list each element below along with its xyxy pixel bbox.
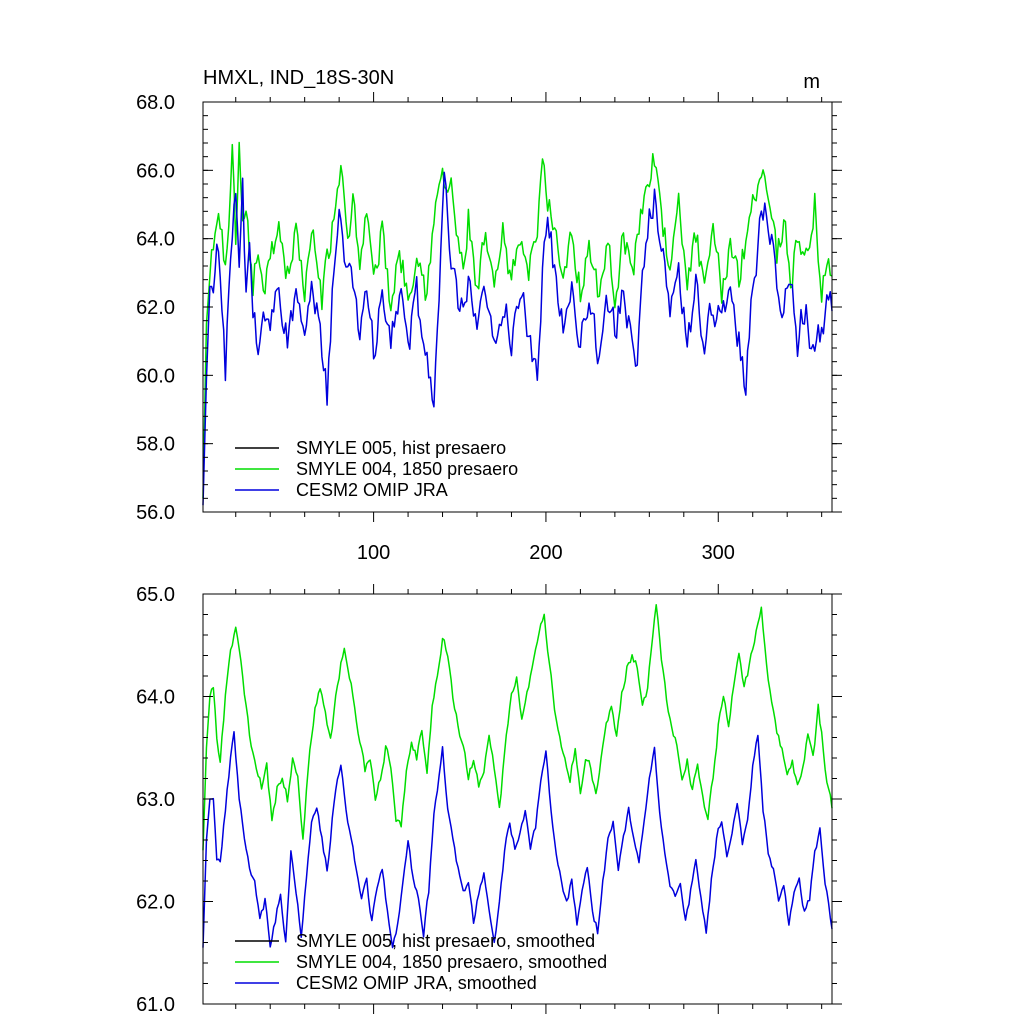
y-tick-label: 64.0 [136, 687, 175, 709]
y-tick-label: 64.0 [136, 229, 175, 251]
y-tick-label: 66.0 [136, 160, 175, 182]
y-tick-label: 62.0 [136, 297, 175, 319]
series-line-1 [202, 141, 833, 499]
y-tick-label: 62.0 [136, 892, 175, 914]
x-tick-label: 300 [702, 542, 735, 564]
x-tick-label: 200 [529, 542, 562, 564]
bottom-panel: 61.0 62.0 63.0 64.0 65.0 SMYLE 005, hist pre… [136, 584, 842, 1016]
x-tick-label: 100 [357, 542, 390, 564]
legend-label: SMYLE 004, 1850 presaero, smoothed [296, 952, 607, 972]
series-line-2 [202, 171, 833, 506]
top-chart-units: m [803, 71, 820, 93]
bottom-plot-lines [202, 604, 833, 949]
bottom-plot-frame [202, 593, 833, 1005]
top-chart-title: HMXL, IND_18S-30N [203, 67, 394, 89]
y-tick-label: 68.0 [136, 92, 175, 114]
top-ticks: 56.0 58.0 60.0 62.0 64.0 66.0 68.0 100 200 300 [136, 92, 842, 564]
y-tick-label: 60.0 [136, 365, 175, 387]
legend-label: CESM2 OMIP JRA [296, 480, 448, 500]
legend-label: SMYLE 004, 1850 presaero [296, 459, 518, 479]
top-panel: HMXL, IND_18S-30N m 56.0 58.0 60.0 62.0 64.0… [136, 67, 842, 564]
top-plot-lines [202, 141, 833, 506]
bottom-legend: SMYLE 005, hist presaero, smoothedSMYLE … [235, 931, 607, 993]
y-tick-label: 61.0 [136, 994, 175, 1016]
series-line-1 [202, 604, 833, 851]
legend-label: SMYLE 005, hist presaero, smoothed [296, 931, 595, 951]
y-tick-label: 56.0 [136, 502, 175, 524]
y-tick-label: 65.0 [136, 584, 175, 606]
top-plot-frame [202, 101, 833, 513]
y-tick-label: 63.0 [136, 789, 175, 811]
legend-label: CESM2 OMIP JRA, smoothed [296, 973, 537, 993]
series-line-2 [202, 731, 833, 949]
bottom-ticks: 61.0 62.0 63.0 64.0 65.0 [136, 584, 842, 1016]
legend-label: SMYLE 005, hist presaero [296, 438, 506, 458]
y-tick-label: 58.0 [136, 434, 175, 456]
